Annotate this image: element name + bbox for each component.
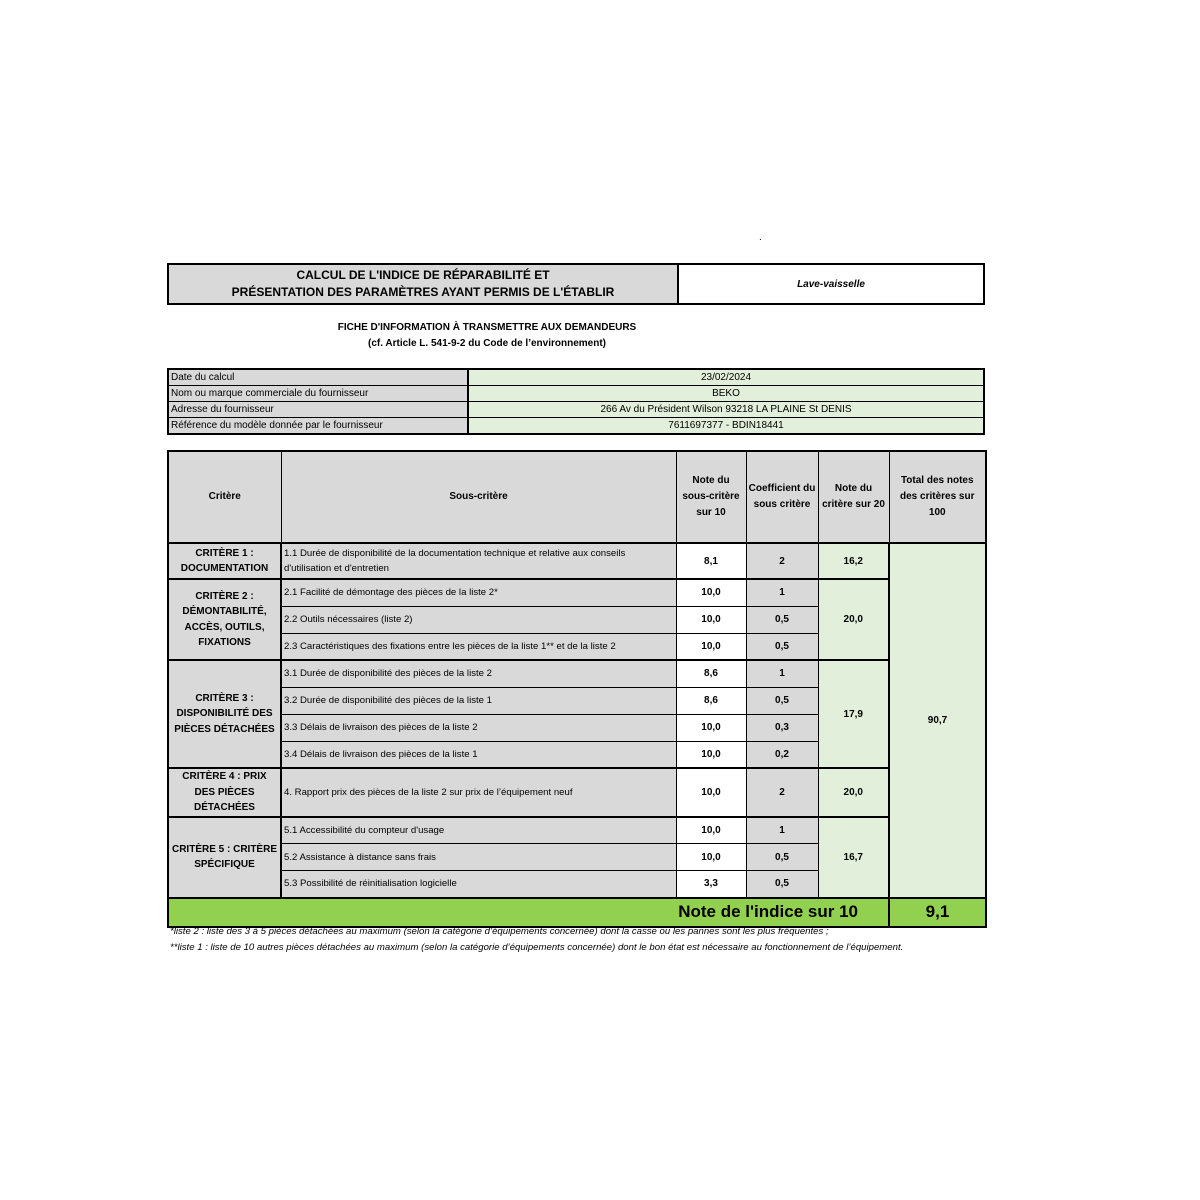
sub-criterion-note: 8,6 (675, 686, 747, 715)
sub-criterion-note: 8,1 (675, 542, 747, 580)
sub-criterion-note: 10,0 (675, 767, 747, 818)
table-row: 5.3 Possibilité de réinitialisation logi… (168, 870, 986, 899)
criterion-name: CRITÈRE 2 : DÉMONTABILITÉ, ACCÈS, OUTILS… (167, 578, 282, 661)
criterion-name: CRITÈRE 1 : DOCUMENTATION (167, 542, 282, 580)
sub-criterion-label: 5.3 Possibilité de réinitialisation logi… (280, 870, 677, 899)
page-title: CALCUL DE L'INDICE DE RÉPARABILITÉ ET PR… (169, 265, 679, 303)
sub-criterion-coefficient: 2 (745, 542, 819, 580)
sub-criterion-label: 2.2 Outils nécessaires (liste 2) (280, 605, 677, 634)
footnotes: *liste 2 : liste des 3 à 5 pièces détach… (170, 924, 970, 956)
table-row: 3.2 Durée de disponibilité des pièces de… (168, 686, 986, 715)
info-row: Date du calcul 23/02/2024 (167, 368, 985, 386)
sub-criterion-label: 4. Rapport prix des pièces de la liste 2… (280, 767, 677, 818)
criterion-name: CRITÈRE 3 : DISPONIBILITÉ DES PIÈCES DÉT… (167, 659, 282, 769)
info-label: Date du calcul (167, 368, 469, 386)
sub-criterion-note: 10,0 (675, 816, 747, 844)
sub-criterion-coefficient: 0,2 (745, 740, 819, 769)
fiche-line-1: FICHE D'INFORMATION À TRANSMETTRE AUX DE… (337, 322, 637, 333)
sub-criterion-note: 8,6 (675, 659, 747, 688)
info-value: 23/02/2024 (467, 368, 985, 386)
footnote-liste-1: **liste 1 : liste de 10 autres pièces dé… (170, 942, 904, 953)
sub-criterion-coefficient: 0,5 (745, 605, 819, 634)
criterion-name: CRITÈRE 4 : PRIX DES PIÈCES DÉTACHÉES (167, 767, 282, 818)
stray-dot: . (759, 232, 762, 243)
sub-criterion-coefficient: 0,3 (745, 713, 819, 742)
sub-criterion-coefficient: 0,5 (745, 870, 819, 899)
column-header: Note du critère sur 20 (817, 450, 890, 544)
final-score-label: Note de l'indice sur 10 (167, 896, 890, 927)
criterion-score: 16,2 (817, 542, 890, 580)
info-label: Adresse du fournisseur (167, 401, 469, 418)
table-row: CRITÈRE 1 : DOCUMENTATION 1.1 Durée de di… (167, 542, 987, 899)
final-row: Note de l'indice sur 10 9,1 (167, 896, 987, 927)
sub-criterion-note: 10,0 (675, 605, 747, 634)
sub-criterion-coefficient: 0,5 (745, 686, 819, 715)
sub-criterion-label: 2.3 Caractéristiques des fixations entre… (280, 632, 677, 661)
table-row: 2.3 Caractéristiques des fixations entre… (168, 632, 986, 661)
criterion-score: 20,0 (817, 578, 890, 661)
sub-criterion-label: 3.3 Délais de livraison des pièces de la… (280, 713, 677, 742)
sub-criterion-label: 3.4 Délais de livraison des pièces de la… (280, 740, 677, 769)
sub-criterion-label: 5.2 Assistance à distance sans frais (280, 843, 677, 871)
table-row: 2.2 Outils nécessaires (liste 2) 10,0 0,5 (168, 605, 986, 634)
final-score-value: 9,1 (888, 896, 987, 927)
info-row: Nom ou marque commerciale du fournisseur… (167, 385, 985, 402)
sub-criterion-note: 3,3 (675, 870, 747, 899)
title-box: CALCUL DE L'INDICE DE RÉPARABILITÉ ET PR… (167, 263, 985, 305)
sub-criterion-coefficient: 2 (745, 767, 819, 818)
sub-criterion-label: 3.1 Durée de disponibilité des pièces de… (280, 659, 677, 688)
column-header: Total des notes des critères sur 100 (888, 450, 987, 544)
table-row: CRITÈRE 2 : DÉMONTABILITÉ, ACCÈS, OUTILS… (167, 578, 986, 661)
sub-criterion-note: 10,0 (675, 632, 747, 661)
sub-criterion-coefficient: 1 (745, 578, 819, 607)
criterion-score: 16,7 (817, 816, 890, 899)
info-value: 7611697377 - BDIN18441 (467, 417, 985, 435)
column-header: Note du sous-critère sur 10 (675, 450, 747, 544)
product-category: Lave-vaisselle (797, 278, 865, 290)
sub-criterion-note: 10,0 (675, 843, 747, 871)
info-value: 266 Av du Président Wilson 93218 LA PLAI… (467, 401, 985, 418)
criterion-score: 17,9 (817, 659, 890, 769)
sub-criterion-note: 10,0 (675, 578, 747, 607)
sub-criterion-note: 10,0 (675, 740, 747, 769)
info-label: Référence du modèle donnée par le fourni… (167, 417, 469, 435)
sub-criterion-label: 3.2 Durée de disponibilité des pièces de… (280, 686, 677, 715)
sub-criterion-coefficient: 1 (745, 659, 819, 688)
table-row: CRITÈRE 3 : DISPONIBILITÉ DES PIÈCES DÉT… (167, 659, 986, 769)
total-score: 90,7 (888, 542, 987, 899)
footnote-liste-2: *liste 2 : liste des 3 à 5 pièces détach… (170, 926, 829, 937)
info-row: Adresse du fournisseur 266 Av du Présiden… (167, 401, 985, 418)
info-value: BEKO (467, 385, 985, 402)
sub-criterion-label: 5.1 Accessibilité du compteur d'usage (280, 816, 677, 844)
sub-criterion-coefficient: 0,5 (745, 843, 819, 871)
criteria-table: Critère Sous-critère Note du sous-critère … (167, 450, 987, 928)
column-header: Coefficient du sous critère (745, 450, 819, 544)
table-row: CRITÈRE 5 : CRITÈRE SPÉCIFIQUE 5.1 Access… (167, 816, 986, 899)
table-row: CRITÈRE 4 : PRIX DES PIÈCES DÉTACHÉES 4. … (167, 767, 986, 818)
table-row: 5.2 Assistance à distance sans frais 10,0… (168, 843, 986, 871)
sub-criterion-label: 2.1 Facilité de démontage des pièces de … (280, 578, 677, 607)
info-table: Date du calcul 23/02/2024 Nom ou marque co… (167, 368, 985, 435)
fiche-heading: FICHE D'INFORMATION À TRANSMETTRE AUX DE… (167, 320, 807, 352)
info-label: Nom ou marque commerciale du fournisseur (167, 385, 469, 402)
info-row: Référence du modèle donnée par le fourni… (167, 417, 985, 435)
sub-criterion-note: 10,0 (675, 713, 747, 742)
sub-criterion-coefficient: 0,5 (745, 632, 819, 661)
table-row: 3.4 Délais de livraison des pièces de la… (168, 740, 986, 769)
fiche-line-2: (cf. Article L. 541-9-2 du Code de l’env… (367, 338, 606, 349)
column-header: Sous-critère (280, 450, 677, 544)
sub-criterion-label: 1.1 Durée de disponibilité de la documen… (280, 542, 677, 580)
title-line-2: PRÉSENTATION DES PARAMÈTRES AYANT PERMIS… (231, 285, 615, 299)
sub-criterion-coefficient: 1 (745, 816, 819, 844)
column-header: Critère (167, 450, 282, 544)
table-row: 3.3 Délais de livraison des pièces de la… (168, 713, 986, 742)
criterion-score: 20,0 (817, 767, 890, 818)
title-line-1: CALCUL DE L'INDICE DE RÉPARABILITÉ ET (296, 268, 550, 282)
criterion-name: CRITÈRE 5 : CRITÈRE SPÉCIFIQUE (167, 816, 282, 899)
